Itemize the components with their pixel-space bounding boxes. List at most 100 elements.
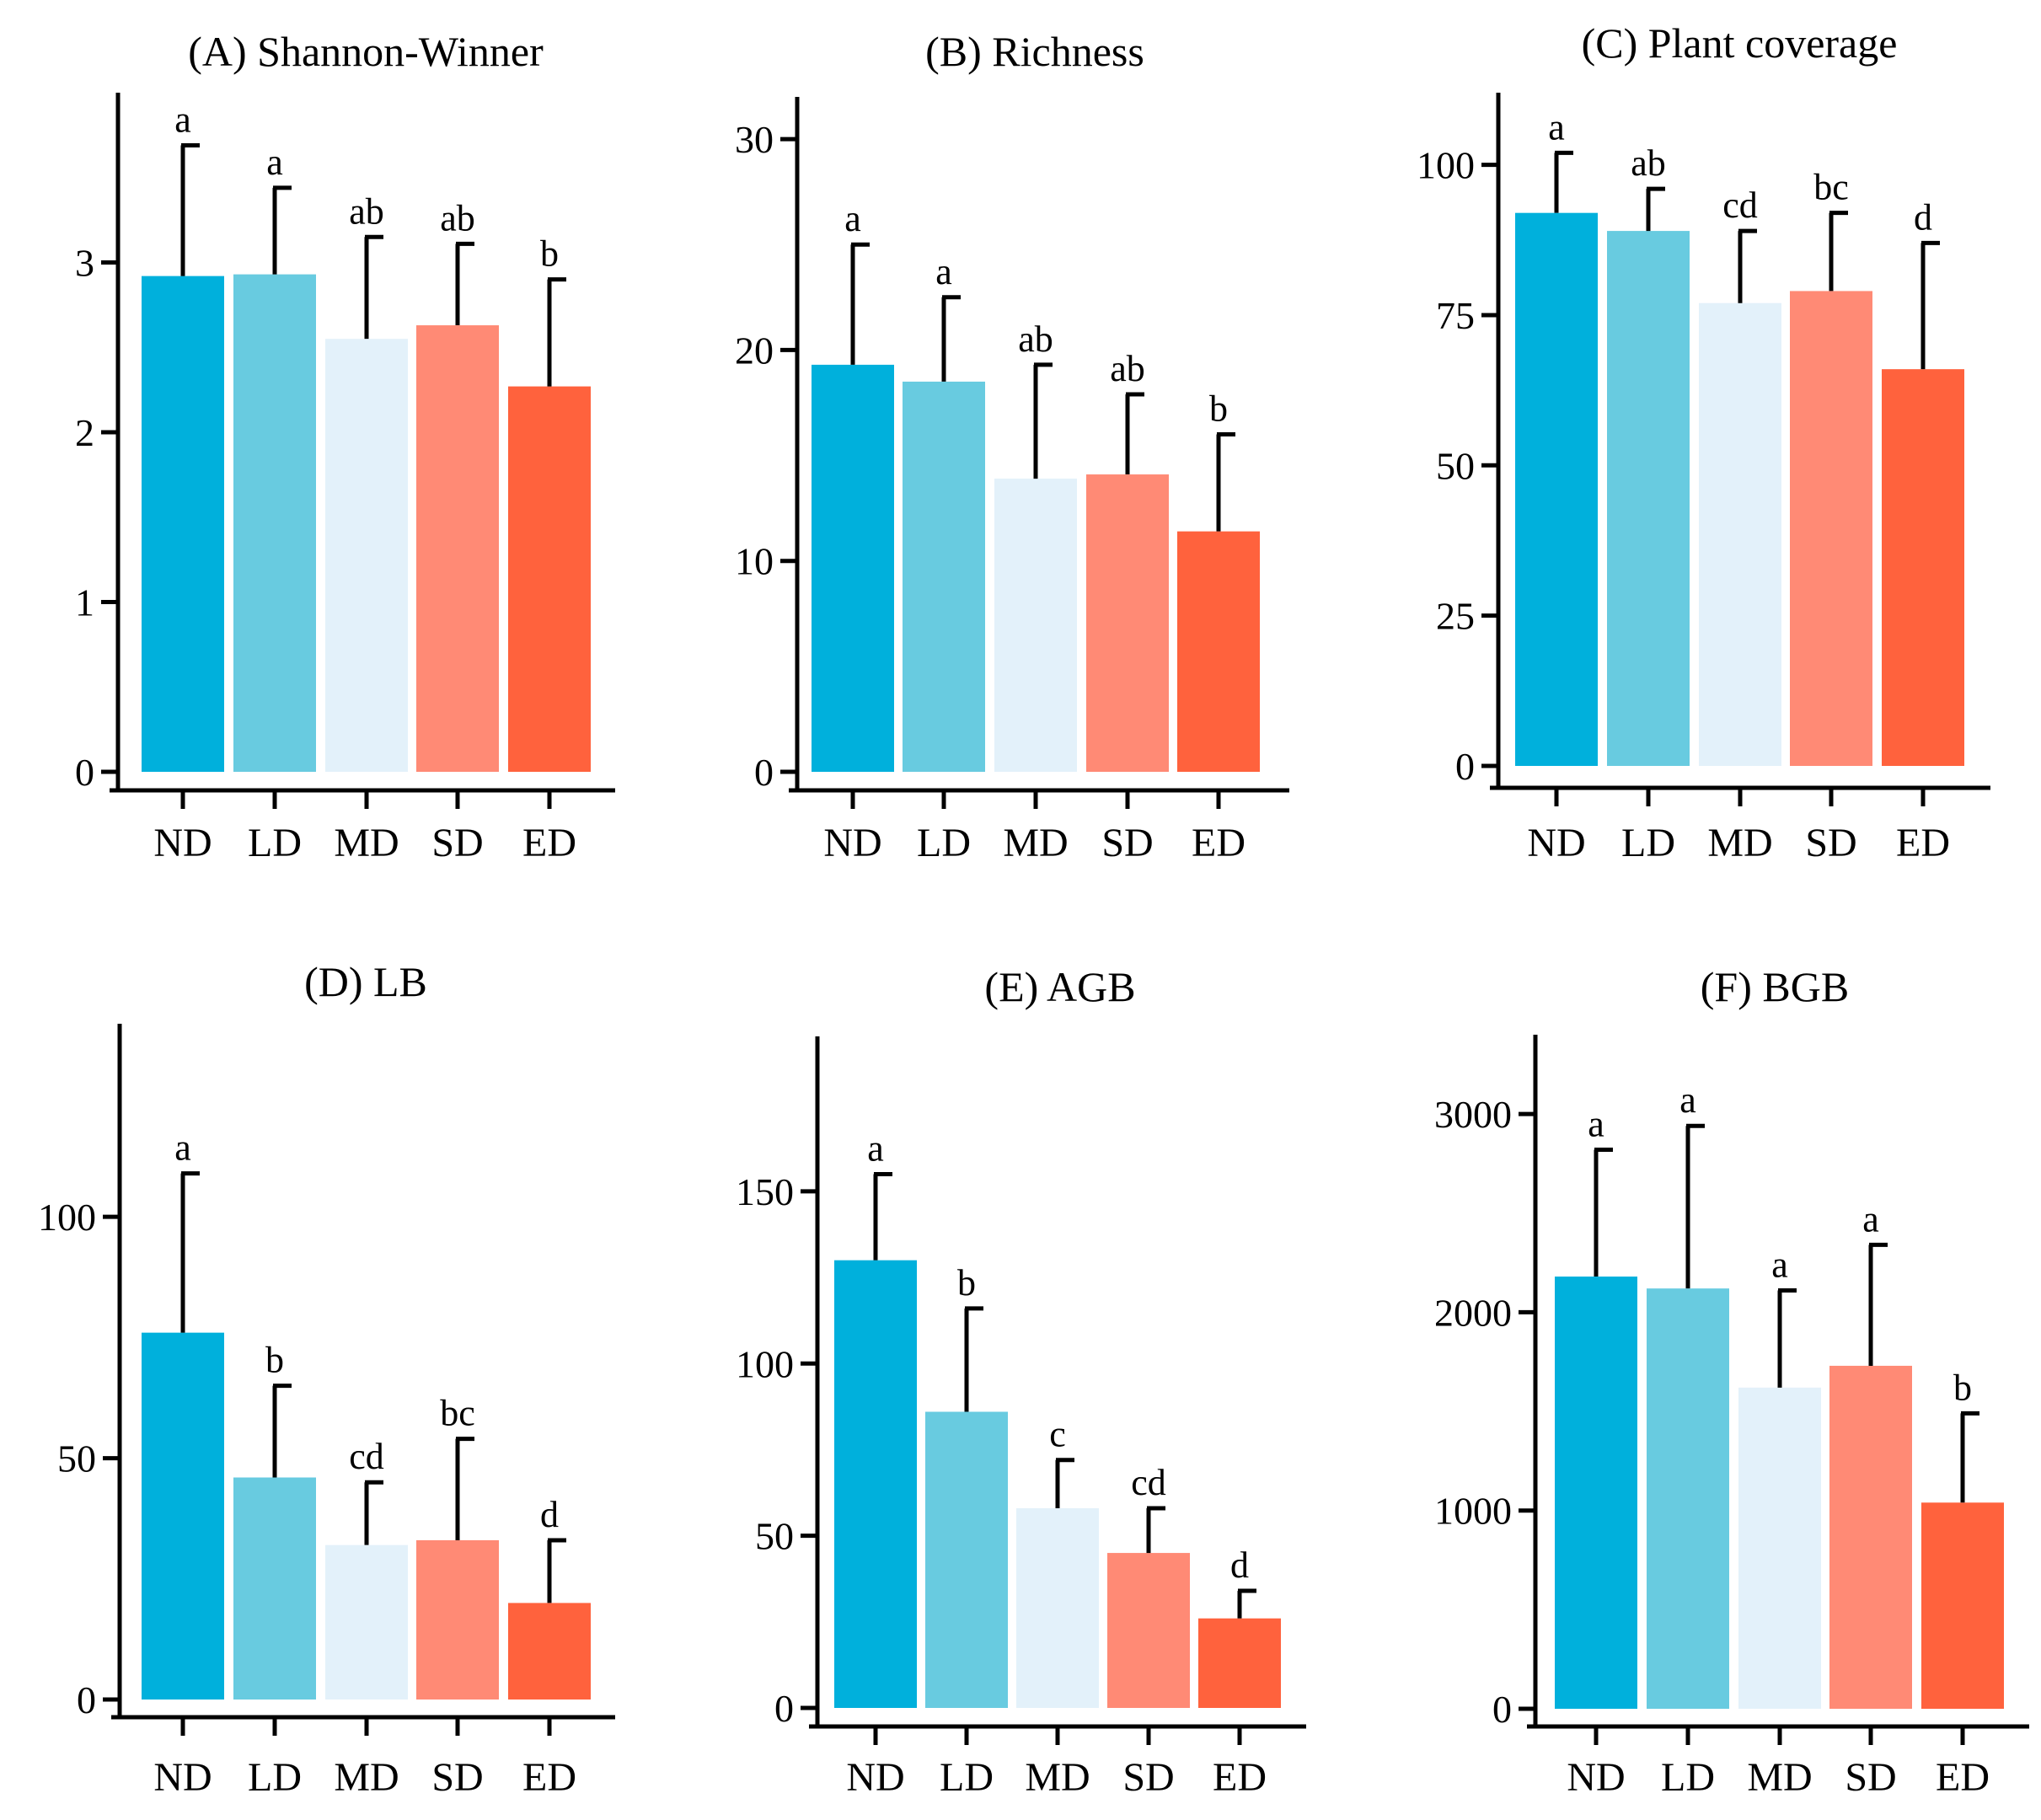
x-tick-label: ND <box>153 821 212 865</box>
x-tick-label: SD <box>1845 1755 1896 1800</box>
bar-ed <box>1177 531 1260 772</box>
significance-letter: ab <box>1018 318 1053 360</box>
y-tick-label: 0 <box>1492 1688 1512 1731</box>
significance-letter: a <box>174 99 191 140</box>
bar-ld <box>903 381 985 772</box>
panel-1: (A) Shannon-Winner 0 1 2 3 a ND a LD ab MD ab SD b ED <box>75 28 615 865</box>
significance-letter: a <box>266 142 283 183</box>
x-tick-label: SD <box>1122 1755 1174 1800</box>
bar-sd <box>416 325 499 772</box>
x-tick-label: MD <box>1747 1755 1812 1800</box>
x-tick-label: MD <box>1003 821 1068 865</box>
x-tick-label: ND <box>1527 821 1585 865</box>
y-tick-label: 30 <box>735 118 774 161</box>
significance-letter: c <box>1049 1414 1066 1455</box>
significance-letter: ab <box>349 190 384 232</box>
bar-ed <box>1921 1502 2004 1709</box>
y-tick-label: 0 <box>754 751 774 794</box>
bar-ld <box>233 1477 316 1700</box>
significance-letter: d <box>540 1494 559 1535</box>
x-tick-label: ED <box>522 821 576 865</box>
panel-4: (D) LB 0 50 100 a ND b LD cd MD bc SD d ED <box>38 958 615 1800</box>
significance-letter: d <box>1914 196 1932 238</box>
significance-letter: b <box>540 233 559 275</box>
significance-letter: cd <box>1131 1462 1166 1503</box>
y-tick-label: 150 <box>736 1170 794 1213</box>
significance-letter: a <box>1862 1198 1879 1239</box>
bar-nd <box>1515 212 1598 766</box>
y-tick-label: 1 <box>75 581 94 624</box>
bar-nd <box>834 1260 917 1708</box>
y-tick-label: 50 <box>755 1515 794 1558</box>
x-tick-label: ED <box>1213 1755 1267 1800</box>
panel-title: (E) AGB <box>984 963 1135 1010</box>
y-tick-label: 0 <box>75 751 94 794</box>
y-tick-label: 2000 <box>1434 1291 1512 1334</box>
significance-letter: a <box>174 1127 191 1169</box>
panel-title: (F) BGB <box>1701 963 1849 1010</box>
bar-ed <box>508 1603 591 1700</box>
y-tick-label: 0 <box>774 1687 794 1730</box>
y-tick-label: 3000 <box>1434 1093 1512 1136</box>
significance-letter: b <box>265 1340 284 1381</box>
significance-letter: d <box>1230 1544 1249 1586</box>
bar-ed <box>1882 369 1964 766</box>
y-tick-label: 0 <box>77 1678 96 1721</box>
significance-letter: b <box>1209 388 1228 430</box>
x-tick-label: LD <box>917 821 971 865</box>
x-tick-label: SD <box>431 1755 483 1800</box>
x-tick-label: ED <box>1192 821 1245 865</box>
y-tick-label: 10 <box>735 540 774 583</box>
y-tick-label: 50 <box>57 1437 96 1480</box>
bar-nd <box>812 364 894 772</box>
x-tick-label: SD <box>431 821 483 865</box>
x-tick-label: ND <box>153 1755 212 1800</box>
panel-3: (C) Plant coverage 0 25 50 75 100 a ND ab LD cd MD b… <box>1417 19 1990 865</box>
significance-letter: bc <box>1813 167 1849 208</box>
bar-md <box>325 1544 408 1700</box>
x-tick-label: MD <box>334 821 399 865</box>
bar-md <box>1699 302 1781 766</box>
significance-letter: cd <box>349 1436 384 1477</box>
panel-2: (B) Richness 0 10 20 30 a ND a LD ab MD ab SD b ED <box>735 28 1289 865</box>
significance-letter: a <box>1588 1103 1604 1144</box>
bar-md <box>1738 1387 1821 1709</box>
panel-title: (B) Richness <box>925 28 1144 75</box>
y-tick-label: 0 <box>1455 745 1475 788</box>
significance-letter: bc <box>440 1393 475 1434</box>
panel-title: (A) Shannon-Winner <box>188 28 544 75</box>
x-tick-label: ND <box>823 821 881 865</box>
y-tick-label: 20 <box>735 329 774 372</box>
y-tick-label: 75 <box>1436 294 1475 337</box>
y-tick-label: 100 <box>1417 144 1475 187</box>
bar-sd <box>1790 291 1872 766</box>
significance-letter: a <box>844 198 861 239</box>
bar-ed <box>508 386 591 772</box>
bar-sd <box>1829 1365 1912 1709</box>
bar-ld <box>925 1411 1008 1708</box>
bar-ed <box>1198 1618 1281 1708</box>
significance-letter: a <box>867 1127 884 1169</box>
x-tick-label: ED <box>1896 821 1950 865</box>
x-tick-label: MD <box>334 1755 399 1800</box>
significance-letter: b <box>957 1262 976 1303</box>
x-tick-label: MD <box>1707 821 1772 865</box>
bar-md <box>325 339 408 772</box>
panel-title: (C) Plant coverage <box>1582 19 1898 67</box>
significance-letter: a <box>935 251 952 292</box>
y-tick-label: 100 <box>736 1342 794 1385</box>
x-tick-label: LD <box>1661 1755 1715 1800</box>
significance-letter: ab <box>1110 348 1145 389</box>
bar-md <box>1016 1507 1099 1708</box>
panel-6: (F) BGB 0 1000 2000 3000 a ND a LD a MD a SD b ED <box>1434 963 2029 1800</box>
x-tick-label: ND <box>1567 1755 1625 1800</box>
bar-nd <box>142 1332 224 1700</box>
y-tick-label: 1000 <box>1434 1490 1512 1533</box>
bar-md <box>994 479 1077 772</box>
y-tick-label: 100 <box>38 1196 96 1239</box>
x-tick-label: ED <box>1936 1755 1990 1800</box>
x-tick-label: SD <box>1101 821 1153 865</box>
y-tick-label: 3 <box>75 242 94 285</box>
